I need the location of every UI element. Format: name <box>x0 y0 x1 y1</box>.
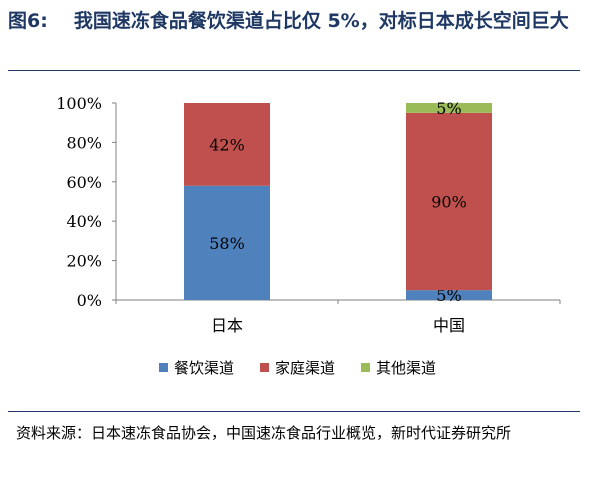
data-label: 42% <box>209 135 245 154</box>
figure-title: 图6: 我国速冻食品餐饮渠道占比仅 5%，对标日本成长空间巨大 <box>8 6 583 37</box>
legend-item: 其他渠道 <box>361 357 436 378</box>
legend-item: 餐饮渠道 <box>158 357 234 378</box>
data-label: 5% <box>436 99 461 118</box>
legend-item: 家庭渠道 <box>259 357 335 378</box>
bar-segment <box>184 185 270 300</box>
y-tick-label: 0% <box>77 291 102 310</box>
legend-swatch <box>259 363 269 372</box>
data-label: 5% <box>436 286 461 305</box>
legend-label: 家庭渠道 <box>274 359 335 377</box>
data-label: 90% <box>431 193 467 212</box>
bar-segment <box>406 112 492 291</box>
legend-swatch <box>158 363 168 372</box>
bar-segment <box>184 103 270 186</box>
y-tick-label: 20% <box>66 252 102 271</box>
x-tick-label: 中国 <box>433 316 465 335</box>
figure-label: 图6: <box>8 10 48 32</box>
source-note: 资料来源：日本速冻食品协会，中国速冻食品行业概览，新时代证券研究所 <box>16 424 512 442</box>
legend-label: 餐饮渠道 <box>173 359 234 377</box>
x-tick-label: 日本 <box>211 316 243 335</box>
title-rule <box>8 70 580 71</box>
y-tick-label: 80% <box>66 133 102 152</box>
bar-segment <box>406 290 492 300</box>
source-rule <box>8 411 580 412</box>
figure-title-text: 我国速冻食品餐饮渠道占比仅 5%，对标日本成长空间巨大 <box>73 10 569 32</box>
legend-label: 其他渠道 <box>376 359 437 377</box>
stacked-bar-chart: 0% 20% 40% 60% 80% 100% 58% 42% 日本 5% 90% 5% 中国 <box>56 94 561 335</box>
bar-segment <box>406 103 492 113</box>
y-tick-label: 100% <box>56 94 102 113</box>
chart-legend: 餐饮渠道 家庭渠道 其他渠道 <box>0 357 595 378</box>
y-tick-label: 60% <box>66 173 102 192</box>
y-tick-label: 40% <box>66 212 102 231</box>
data-label: 58% <box>209 234 245 253</box>
legend-swatch <box>361 363 370 372</box>
